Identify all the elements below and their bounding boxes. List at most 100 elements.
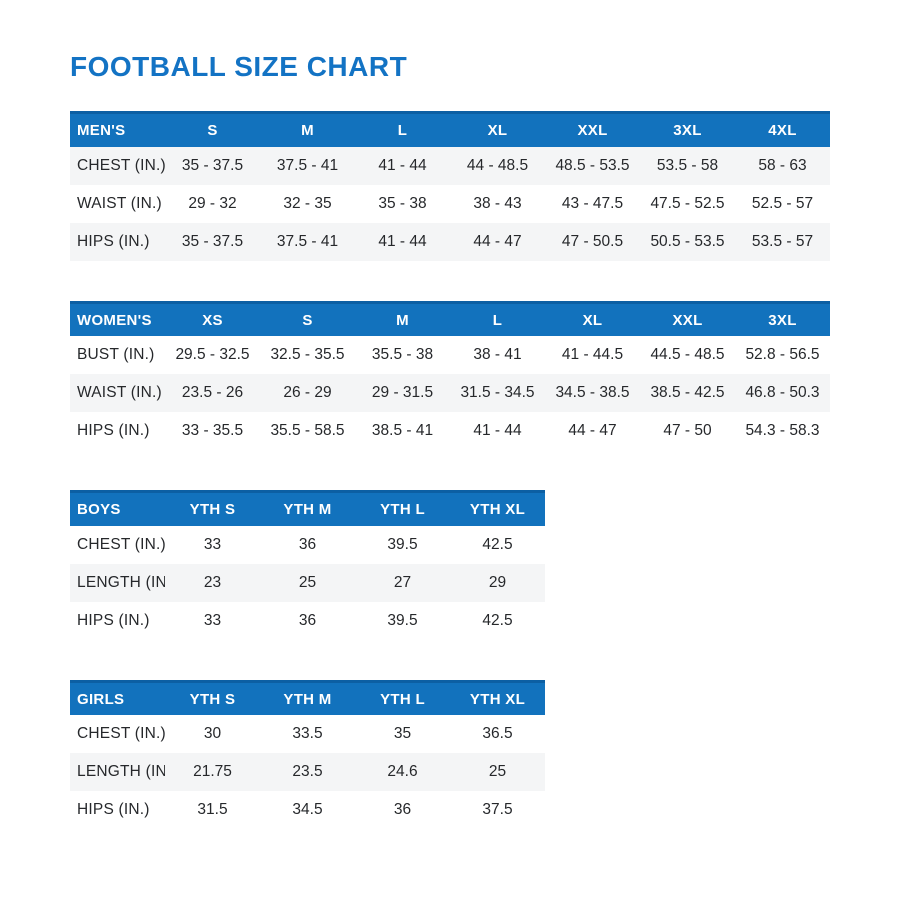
row-label: BUST (IN.) [77, 346, 155, 364]
table-cell: 44 - 47 [473, 232, 522, 250]
table-row: WAIST (IN.) 29 - 32 32 - 35 35 - 38 38 - 43 4… [70, 185, 830, 223]
table-cell: 36 [298, 611, 317, 629]
column-header: YTH XL [450, 490, 545, 526]
column-header: XXL [545, 111, 640, 147]
column-header: L [450, 300, 545, 337]
row-label: CHEST (IN.) [77, 535, 165, 553]
table-cell: 32 - 35 [283, 194, 332, 212]
column-header: YTH S [165, 679, 260, 716]
table-cell: 36.5 [482, 725, 513, 743]
column-header: XXL [640, 300, 735, 337]
group-label: MEN'S [70, 111, 165, 147]
table-cell: 33 [203, 611, 222, 629]
table-cell: 23.5 [292, 763, 323, 781]
table-cell: 41 - 44 [473, 422, 522, 440]
table-cell: 32.5 - 35.5 [270, 346, 345, 364]
size-table-girls: GIRLS YTH S YTH M YTH L YTH XL CHEST (IN.) 30 3… [70, 679, 545, 830]
table-row: BUST (IN.) 29.5 - 32.5 32.5 - 35.5 35.5 - 3… [70, 336, 830, 374]
column-header: M [355, 300, 450, 337]
header-row: GIRLS YTH S YTH M YTH L YTH XL [70, 679, 545, 716]
size-table-boys: BOYS YTH S YTH M YTH L YTH XL CHEST (IN.) 33 36… [70, 490, 545, 640]
table-cell: 29 [488, 573, 507, 591]
table-row: LENGTH (IN.) 23 25 27 29 [70, 563, 545, 602]
table-cell: 35 - 38 [378, 194, 427, 212]
page-title: FOOTBALL SIZE CHART [70, 51, 408, 82]
table-row: CHEST (IN.) 33 36 39.5 42.5 [70, 526, 545, 564]
table-cell: 35 - 37.5 [181, 232, 244, 250]
column-header: YTH S [165, 490, 260, 526]
table-cell: 52.8 - 56.5 [745, 346, 820, 364]
table-cell: 35 - 37.5 [181, 156, 244, 174]
tables-container: MEN'S S M L XL XXL 3XL 4XL CHEST (IN.) 35 - 37.5 3… [70, 111, 830, 829]
table-cell: 23 [203, 573, 222, 591]
table-cell: 47.5 - 52.5 [650, 194, 725, 212]
table-cell: 29 - 31.5 [371, 384, 434, 402]
table-cell: 44 - 47 [568, 422, 617, 440]
column-header: YTH M [260, 679, 355, 716]
table-row: HIPS (IN.) 35 - 37.5 37.5 - 41 41 - 44 44 - … [70, 222, 830, 261]
table-cell: 37.5 [482, 801, 513, 819]
table-cell: 34.5 [292, 801, 323, 819]
table-cell: 38.5 - 41 [371, 422, 434, 440]
table-cell: 30 [203, 725, 222, 743]
row-label: LENGTH (IN.) [77, 763, 165, 781]
table-cell: 48.5 - 53.5 [555, 156, 630, 174]
column-header: 3XL [640, 111, 735, 147]
table-row: HIPS (IN.) 31.5 34.5 36 37.5 [70, 791, 545, 829]
table-row: WAIST (IN.) 23.5 - 26 26 - 29 29 - 31.5 31.5… [70, 374, 830, 413]
column-header: L [355, 111, 450, 147]
table-row: LENGTH (IN.) 21.75 23.5 24.6 25 [70, 753, 545, 792]
table-row: HIPS (IN.) 33 36 39.5 42.5 [70, 602, 545, 640]
table-cell: 38 - 43 [473, 194, 522, 212]
table-cell: 29 - 32 [188, 194, 237, 212]
table-cell: 52.5 - 57 [751, 194, 814, 212]
column-header: S [260, 300, 355, 337]
table-cell: 25 [488, 763, 507, 781]
table-cell: 29.5 - 32.5 [175, 346, 250, 364]
table-cell: 37.5 - 41 [276, 156, 339, 174]
table-cell: 36 [393, 801, 412, 819]
table-cell: 35.5 - 38 [371, 346, 434, 364]
table-cell: 37.5 - 41 [276, 232, 339, 250]
table-cell: 44 - 48.5 [466, 156, 529, 174]
table-cell: 24.6 [387, 763, 418, 781]
column-header: 3XL [735, 300, 830, 337]
table-cell: 50.5 - 53.5 [650, 232, 725, 250]
table-cell: 41 - 44 [378, 232, 427, 250]
table-cell: 46.8 - 50.3 [745, 384, 820, 402]
table-cell: 27 [393, 573, 412, 591]
row-label: HIPS (IN.) [77, 801, 150, 819]
column-header: M [260, 111, 355, 147]
table-cell: 35.5 - 58.5 [270, 422, 345, 440]
table-cell: 33 - 35.5 [181, 422, 244, 440]
table-row: CHEST (IN.) 30 33.5 35 36.5 [70, 715, 545, 753]
table-cell: 23.5 - 26 [181, 384, 244, 402]
header-row: BOYS YTH S YTH M YTH L YTH XL [70, 490, 545, 526]
table-cell: 39.5 [387, 611, 418, 629]
size-chart-page: FOOTBALL SIZE CHART MEN'S S M L XL XXL 3XL 4XL C… [70, 51, 830, 829]
column-header: YTH L [355, 679, 450, 716]
table-cell: 33.5 [292, 725, 323, 743]
row-label: HIPS (IN.) [77, 611, 150, 629]
table-cell: 31.5 [197, 801, 228, 819]
column-header: YTH XL [450, 679, 545, 716]
table-cell: 35 [393, 725, 412, 743]
group-label: BOYS [70, 490, 165, 526]
table-cell: 58 - 63 [758, 156, 807, 174]
column-header: XL [450, 111, 545, 147]
table-cell: 42.5 [482, 611, 513, 629]
column-header: YTH L [355, 490, 450, 526]
column-header: XS [165, 300, 260, 337]
row-label: WAIST (IN.) [77, 194, 162, 212]
header-row: MEN'S S M L XL XXL 3XL 4XL [70, 111, 830, 147]
row-label: CHEST (IN.) [77, 156, 165, 174]
table-cell: 21.75 [193, 763, 232, 781]
row-label: CHEST (IN.) [77, 725, 165, 743]
table-cell: 47 - 50 [663, 422, 712, 440]
table-cell: 38.5 - 42.5 [650, 384, 725, 402]
size-table-womens: WOMEN'S XS S M L XL XXL 3XL BUST (IN.) 29.5 - 32.… [70, 300, 830, 451]
table-cell: 53.5 - 58 [656, 156, 719, 174]
row-label: HIPS (IN.) [77, 422, 150, 440]
table-cell: 39.5 [387, 535, 418, 553]
